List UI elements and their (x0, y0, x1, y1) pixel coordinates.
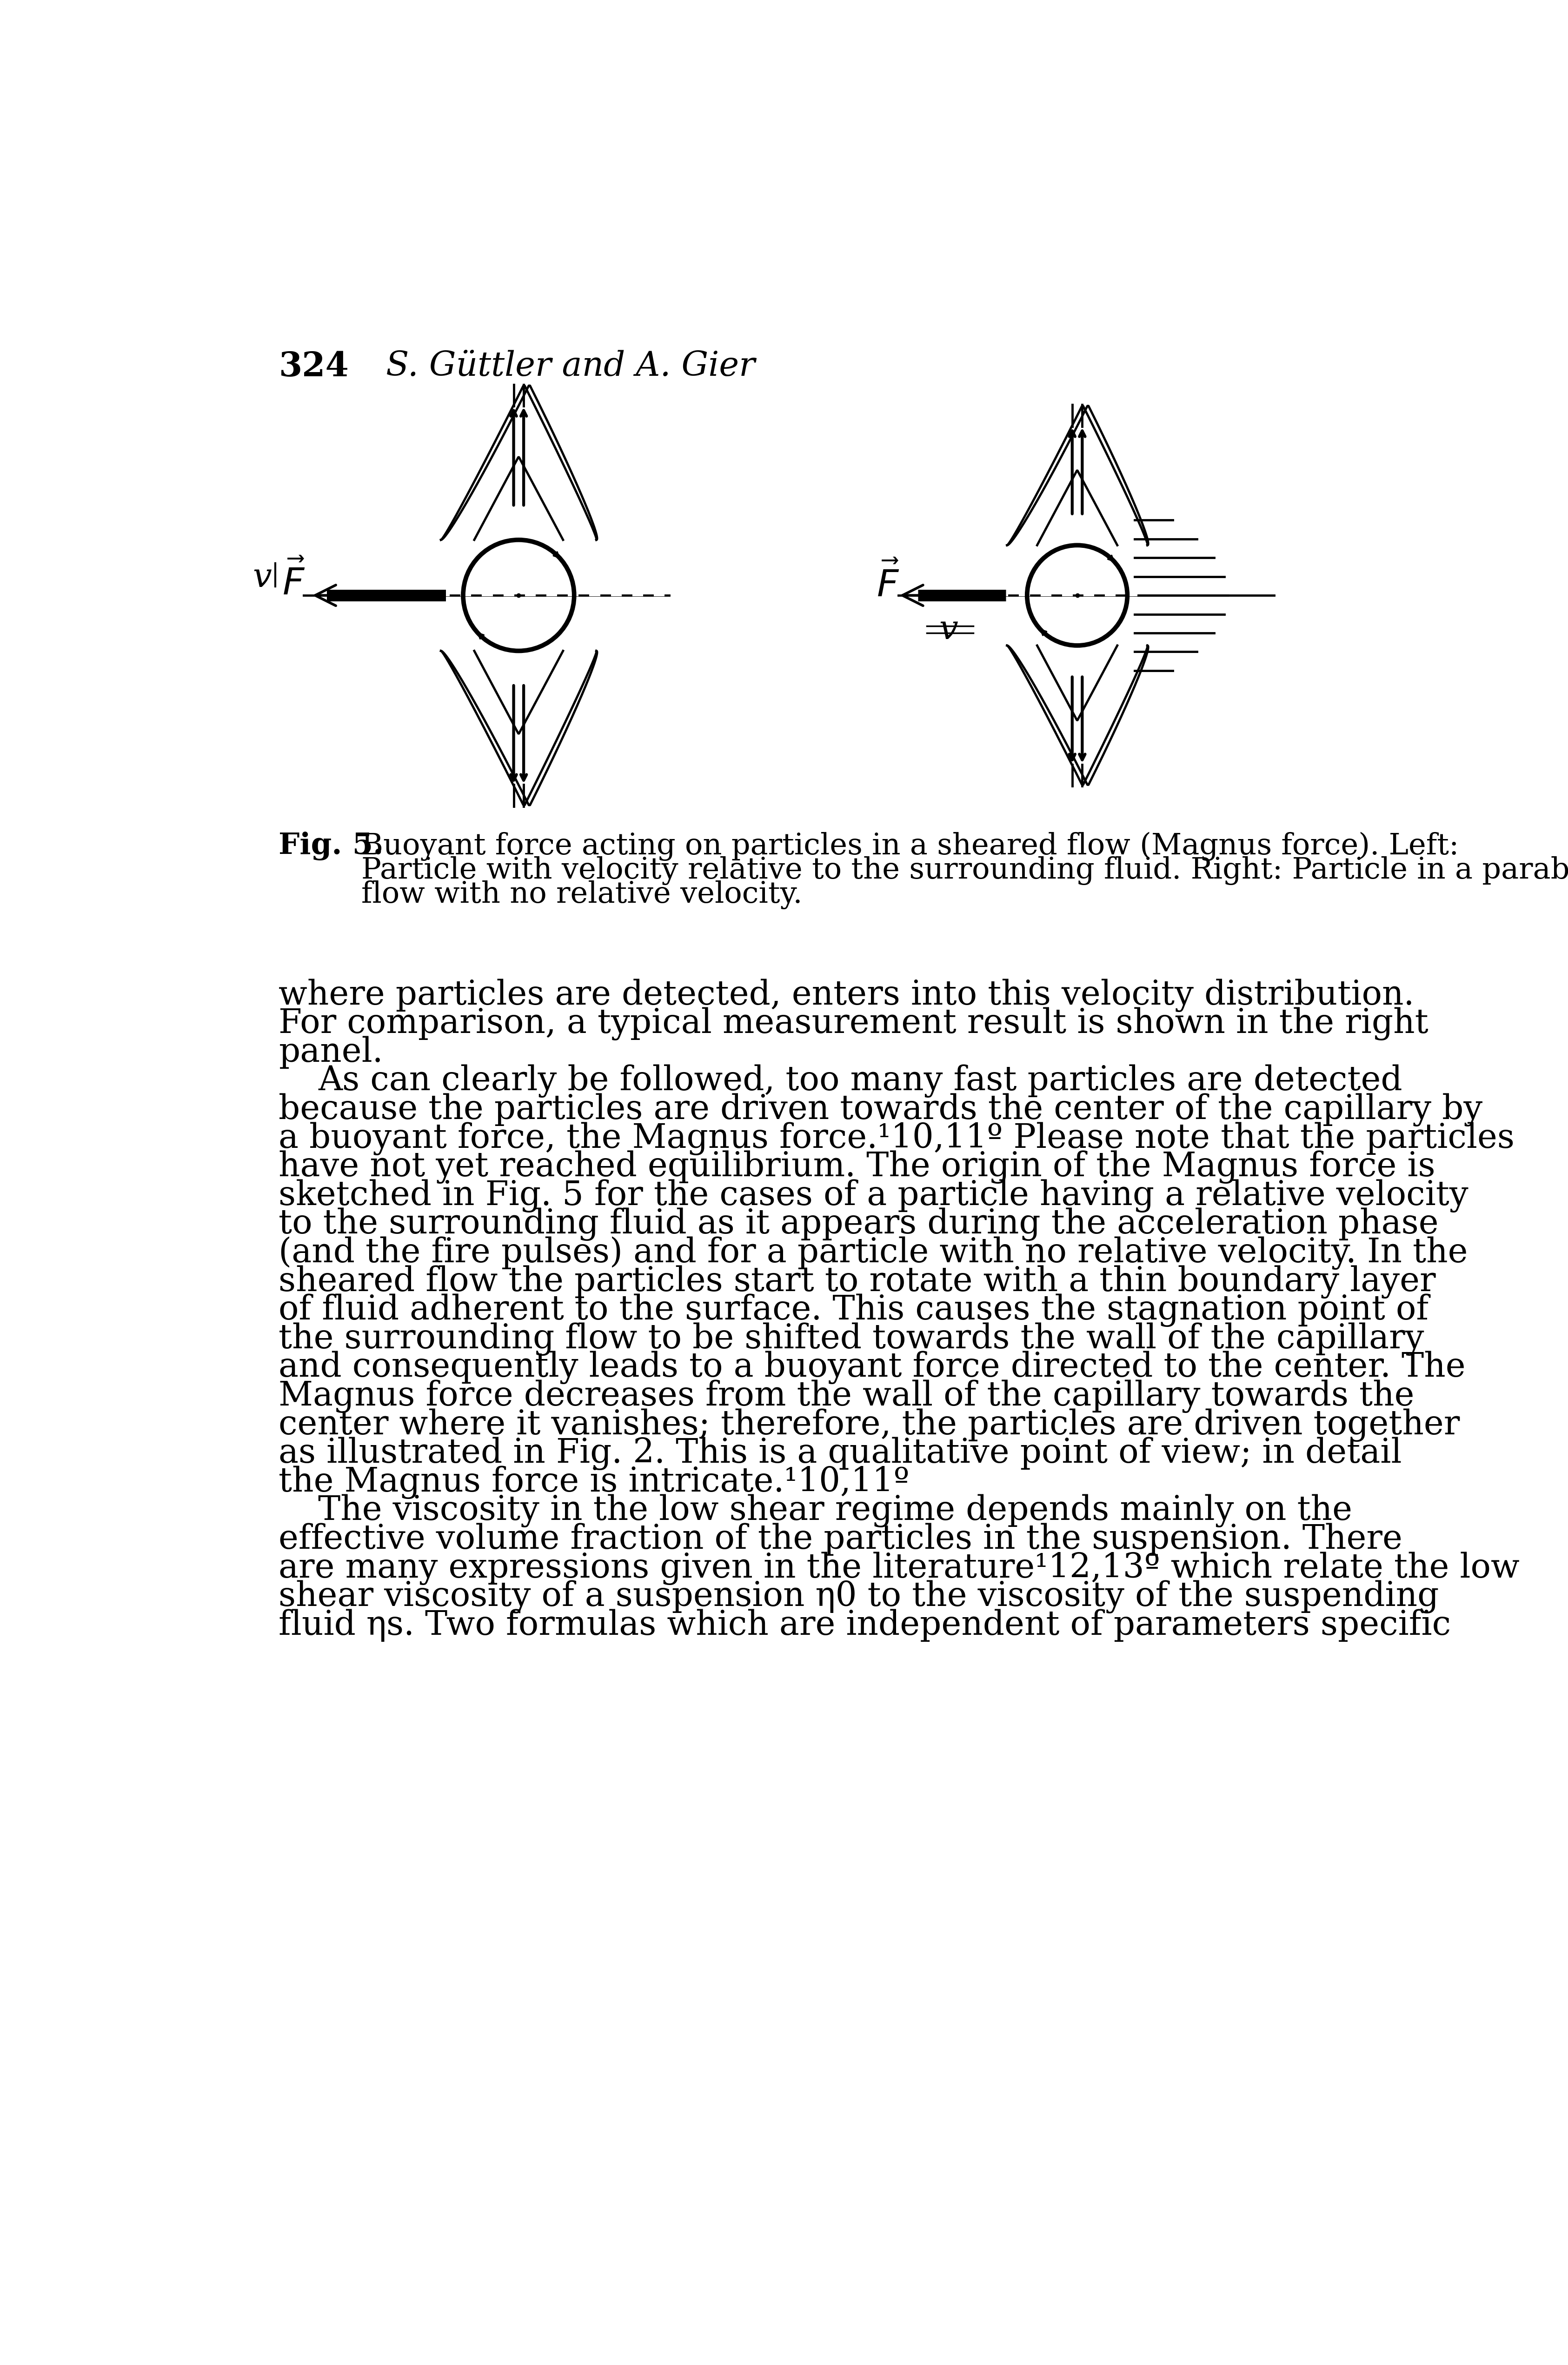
Text: sheared flow the particles start to rotate with a thin boundary layer: sheared flow the particles start to rota… (279, 1265, 1436, 1298)
Text: For comparison, a typical measurement result is shown in the right: For comparison, a typical measurement re… (279, 1007, 1428, 1041)
Text: center where it vanishes; therefore, the particles are driven together: center where it vanishes; therefore, the… (279, 1407, 1460, 1443)
Text: Particle with velocity relative to the surrounding fluid. Right: Particle in a p: Particle with velocity relative to the s… (361, 856, 1568, 885)
Text: effective volume fraction of the particles in the suspension. There: effective volume fraction of the particl… (279, 1523, 1402, 1556)
Text: as illustrated in Fig. 2. This is a qualitative point of view; in detail: as illustrated in Fig. 2. This is a qual… (279, 1438, 1402, 1471)
Text: of fluid adherent to the surface. This causes the stagnation point of: of fluid adherent to the surface. This c… (279, 1294, 1428, 1327)
Text: $\vec{F}$: $\vec{F}$ (877, 563, 900, 605)
Text: sketched in Fig. 5 for the cases of a particle having a relative velocity: sketched in Fig. 5 for the cases of a pa… (279, 1180, 1468, 1213)
Text: Fig. 5.: Fig. 5. (279, 832, 384, 861)
Text: fluid ηs. Two formulas which are independent of parameters specific: fluid ηs. Two formulas which are indepen… (279, 1608, 1450, 1641)
Text: S. Güttler and A. Gier: S. Güttler and A. Gier (386, 350, 754, 383)
Text: a buoyant force, the Magnus force.¹10,11º Please note that the particles: a buoyant force, the Magnus force.¹10,11… (279, 1121, 1515, 1154)
Text: As can clearly be followed, too many fast particles are detected: As can clearly be followed, too many fas… (318, 1064, 1402, 1097)
Text: v: v (939, 613, 958, 646)
Text: where particles are detected, enters into this velocity distribution.: where particles are detected, enters int… (279, 979, 1414, 1012)
Text: have not yet reached equilibrium. The origin of the Magnus force is: have not yet reached equilibrium. The or… (279, 1149, 1435, 1185)
Text: flow with no relative velocity.: flow with no relative velocity. (361, 880, 801, 908)
Text: Magnus force decreases from the wall of the capillary towards the: Magnus force decreases from the wall of … (279, 1379, 1414, 1412)
Text: to the surrounding fluid as it appears during the acceleration phase: to the surrounding fluid as it appears d… (279, 1209, 1438, 1242)
Text: Buoyant force acting on particles in a sheared flow (Magnus force). Left:: Buoyant force acting on particles in a s… (361, 832, 1458, 861)
Text: are many expressions given in the literature¹12,13º which relate the low: are many expressions given in the litera… (279, 1551, 1519, 1585)
Text: The viscosity in the low shear regime depends mainly on the: The viscosity in the low shear regime de… (318, 1495, 1352, 1528)
Text: v: v (252, 561, 271, 594)
Text: panel.: panel. (279, 1036, 383, 1069)
Text: because the particles are driven towards the center of the capillary by: because the particles are driven towards… (279, 1093, 1482, 1126)
Text: 324: 324 (279, 350, 348, 383)
Text: the Magnus force is intricate.¹10,11º: the Magnus force is intricate.¹10,11º (279, 1466, 909, 1499)
Text: shear viscosity of a suspension η0 to the viscosity of the suspending: shear viscosity of a suspension η0 to th… (279, 1580, 1439, 1613)
Text: and consequently leads to a buoyant force directed to the center. The: and consequently leads to a buoyant forc… (279, 1350, 1466, 1384)
Text: (and the fire pulses) and for a particle with no relative velocity. In the: (and the fire pulses) and for a particle… (279, 1237, 1468, 1270)
Text: the surrounding flow to be shifted towards the wall of the capillary: the surrounding flow to be shifted towar… (279, 1322, 1424, 1355)
Text: $\vec{F}$: $\vec{F}$ (282, 561, 306, 603)
